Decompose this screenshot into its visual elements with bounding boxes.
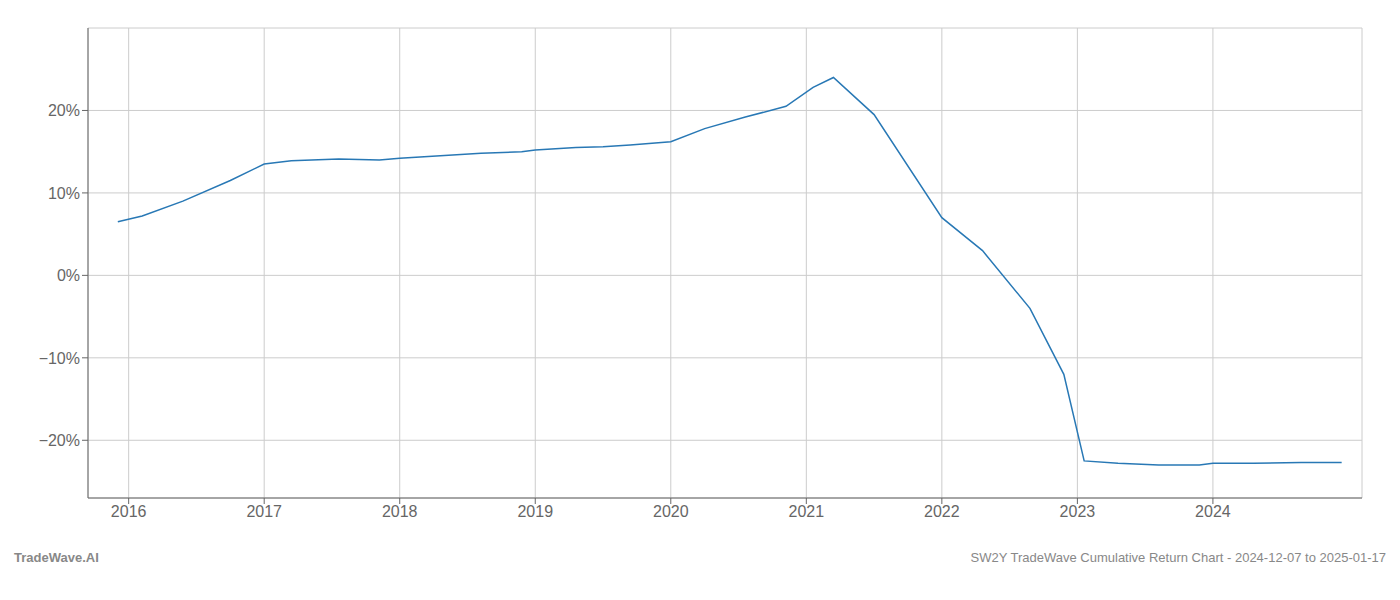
svg-text:2016: 2016 (111, 503, 147, 520)
svg-text:2017: 2017 (246, 503, 282, 520)
svg-text:2021: 2021 (789, 503, 825, 520)
svg-text:2020: 2020 (653, 503, 689, 520)
svg-text:2022: 2022 (924, 503, 960, 520)
svg-text:2019: 2019 (517, 503, 553, 520)
svg-text:−10%: −10% (39, 350, 80, 367)
html-text:SW2Y TradeWave Cumulative Retu: SW2Y TradeWave Cumulative Return Chart -… (970, 550, 1386, 565)
svg-text:2023: 2023 (1060, 503, 1096, 520)
html-text:TradeWave.AI: TradeWave.AI (14, 550, 99, 565)
svg-text:0%: 0% (57, 267, 80, 284)
svg-text:2024: 2024 (1195, 503, 1231, 520)
svg-text:20%: 20% (48, 102, 80, 119)
svg-text:2018: 2018 (382, 503, 418, 520)
svg-text:10%: 10% (48, 185, 80, 202)
svg-text:−20%: −20% (39, 432, 80, 449)
